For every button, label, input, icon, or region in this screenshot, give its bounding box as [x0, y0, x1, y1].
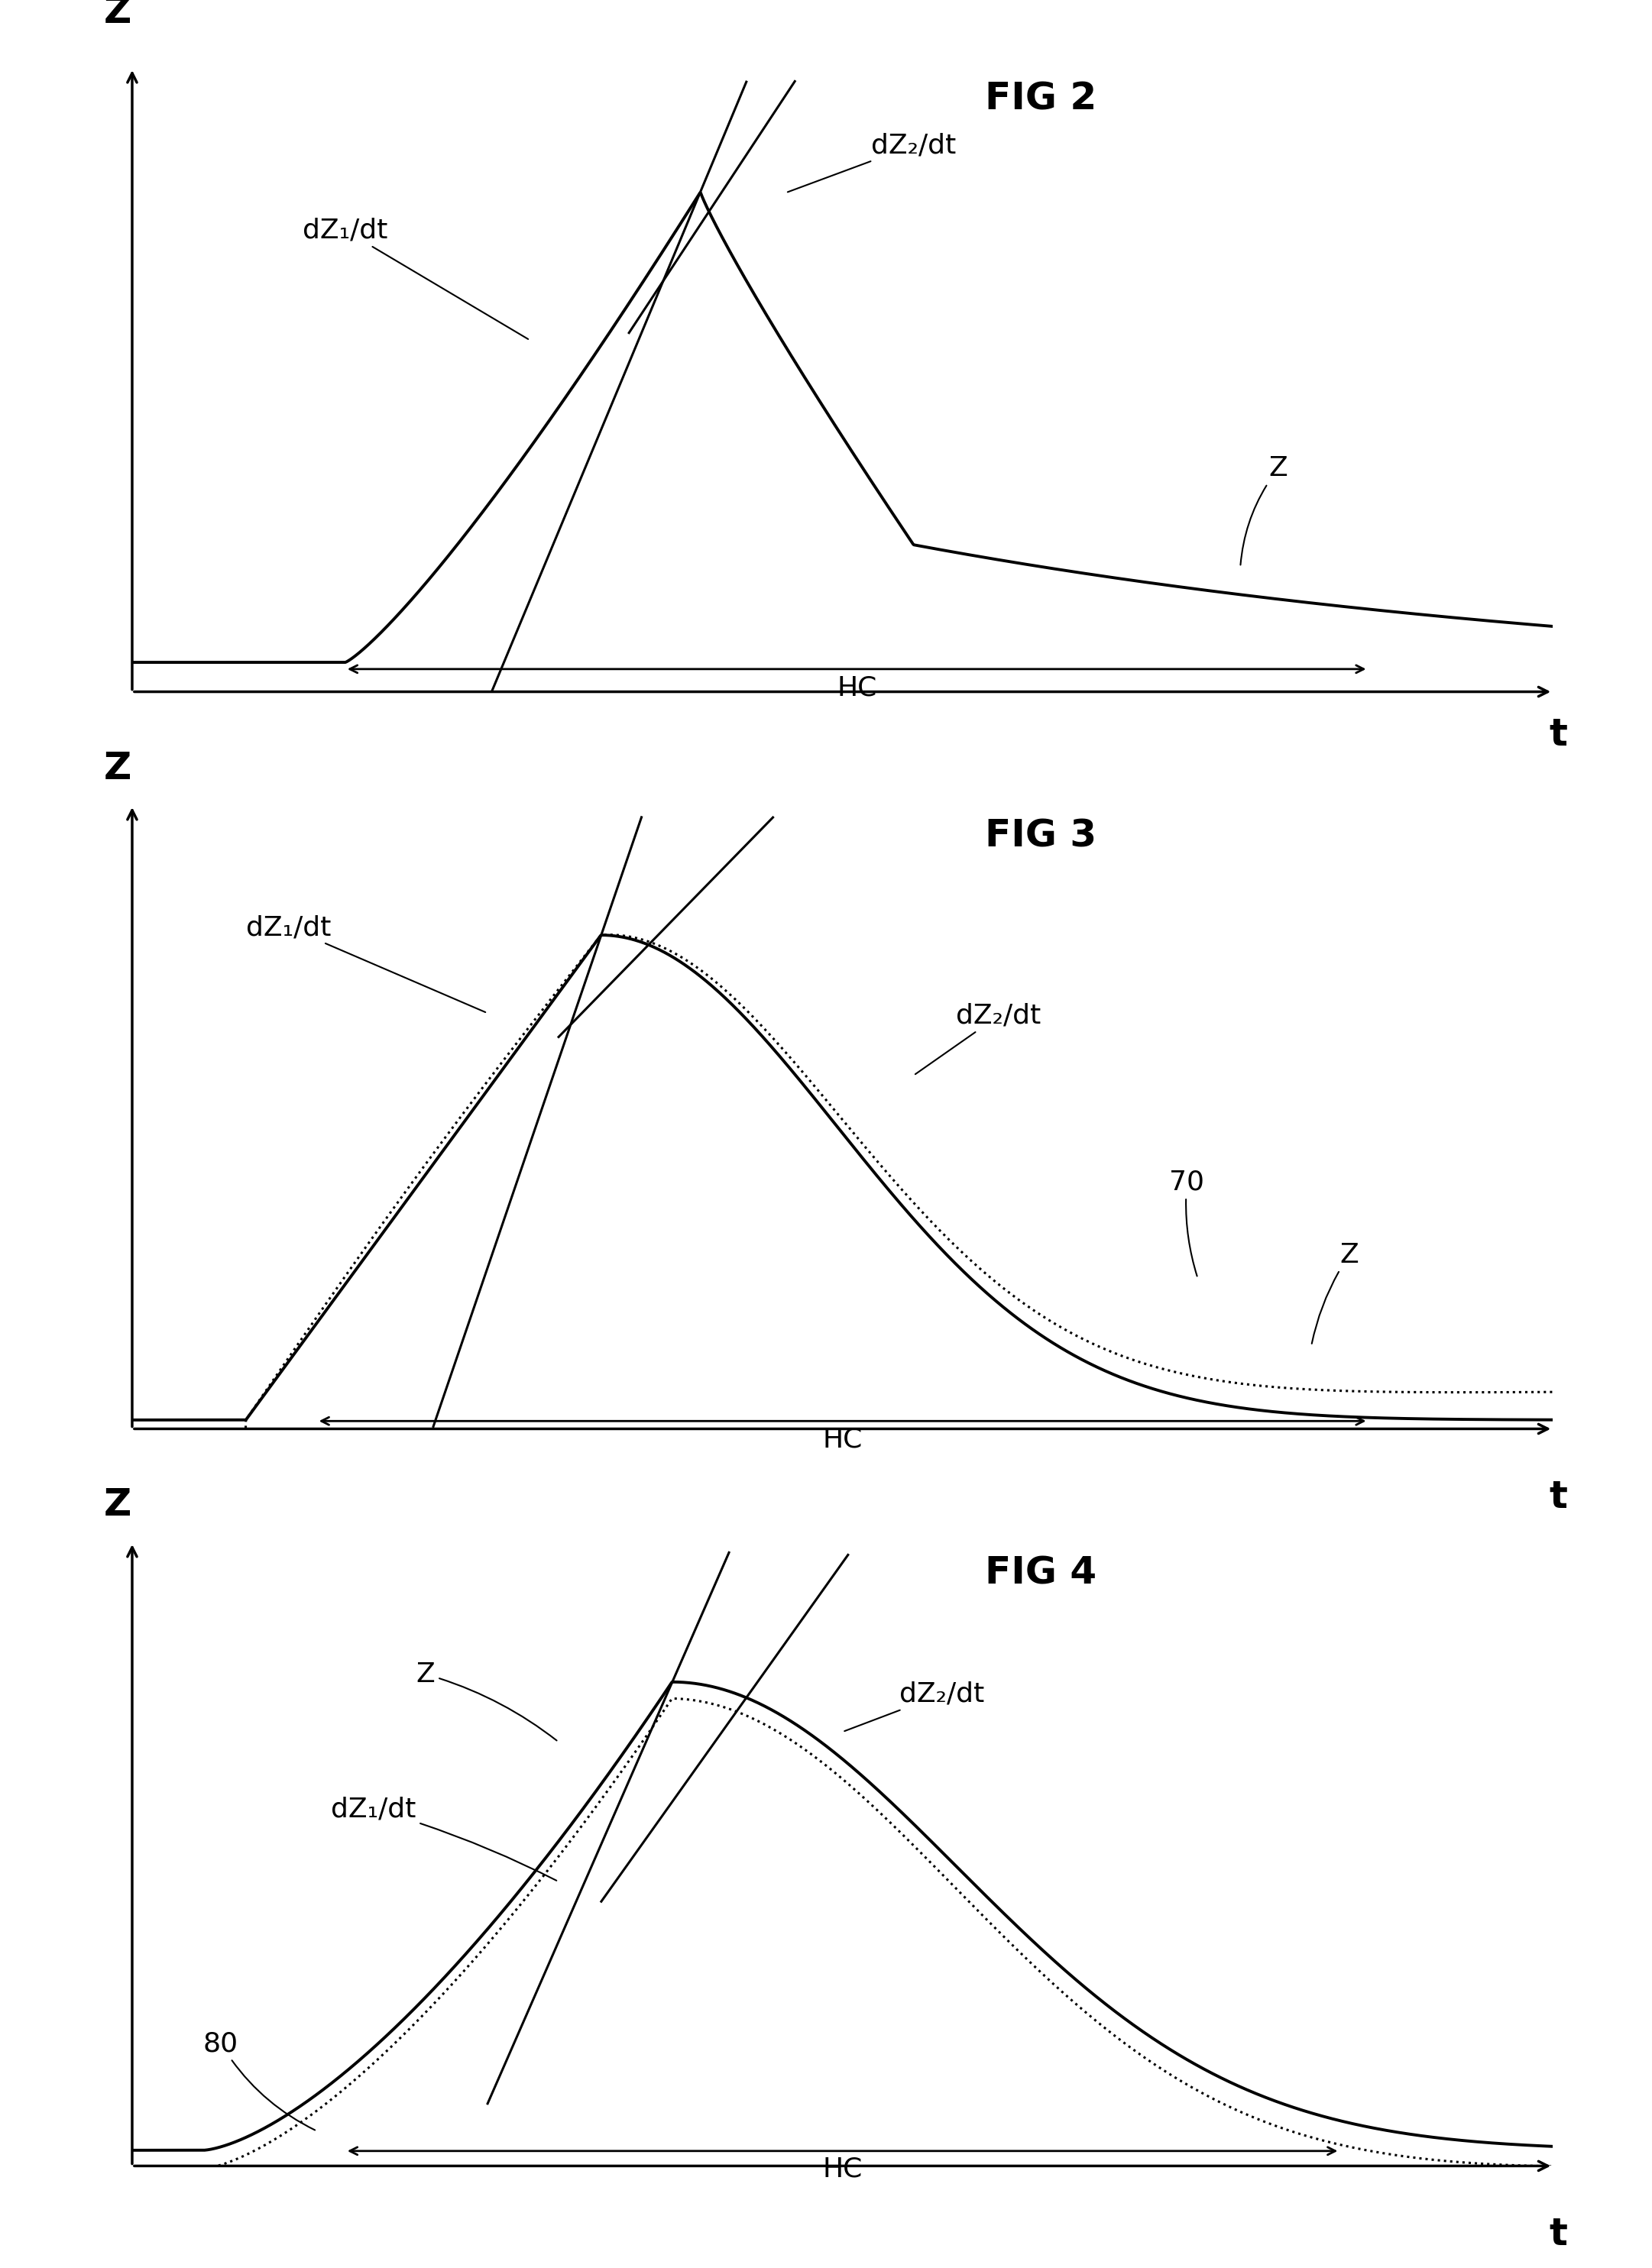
Text: HC: HC [823, 2157, 862, 2182]
Text: 70: 70 [1170, 1168, 1204, 1277]
Text: t: t [1550, 1479, 1568, 1515]
Text: Z: Z [416, 1662, 557, 1740]
Text: dZ₁/dt: dZ₁/dt [246, 914, 486, 1012]
Text: FIG 4: FIG 4 [985, 1556, 1097, 1592]
Text: Z: Z [1241, 456, 1287, 565]
Text: HC: HC [823, 1427, 862, 1452]
Text: t: t [1550, 2216, 1568, 2252]
Text: dZ₁/dt: dZ₁/dt [302, 218, 529, 340]
Text: FIG 3: FIG 3 [985, 819, 1097, 855]
Text: Z: Z [104, 0, 132, 32]
Text: dZ₂/dt: dZ₂/dt [844, 1681, 985, 1730]
Text: Z: Z [104, 751, 132, 787]
Text: FIG 2: FIG 2 [985, 82, 1097, 118]
Text: t: t [1550, 717, 1568, 753]
Text: dZ₁/dt: dZ₁/dt [330, 1796, 557, 1880]
Text: dZ₂/dt: dZ₂/dt [788, 132, 957, 193]
Text: 80: 80 [203, 2030, 316, 2130]
Text: dZ₂/dt: dZ₂/dt [915, 1002, 1041, 1075]
Text: Z: Z [1312, 1243, 1358, 1343]
Text: HC: HC [836, 676, 877, 701]
Text: Z: Z [104, 1488, 132, 1524]
